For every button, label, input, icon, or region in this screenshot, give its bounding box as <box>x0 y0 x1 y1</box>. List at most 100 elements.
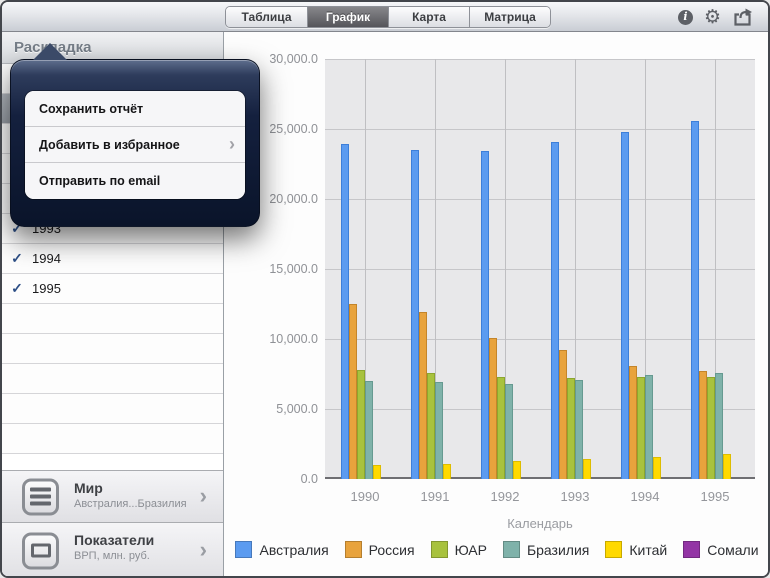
bar-Россия-1993 <box>559 350 567 479</box>
bar-Китай-1990 <box>373 465 381 479</box>
checkmark-icon: ✓ <box>11 250 23 266</box>
bar-chart-plot <box>325 59 755 479</box>
menu-item-label: Добавить в избранное <box>39 137 180 152</box>
tab-Таблица[interactable]: Таблица <box>226 7 307 27</box>
bar-Бразилия-1994 <box>645 375 653 479</box>
legend-item-Россия: Россия <box>344 541 415 558</box>
cell-subtitle: ВРП, млн. руб. <box>74 550 150 562</box>
x-tick-label: 1995 <box>700 489 730 504</box>
bar-ЮАР-1990 <box>357 370 365 479</box>
bar-ЮАР-1993 <box>567 378 575 479</box>
legend-swatch <box>605 541 623 558</box>
y-tick-label: 20,000.0 <box>269 192 318 206</box>
sidebar-cell-mir[interactable]: Мир Австралия...Бразилия › <box>2 470 223 522</box>
bar-Бразилия-1992 <box>505 384 513 479</box>
year-row-1994[interactable]: ✓ 1994 <box>2 244 223 274</box>
bar-Китай-1992 <box>513 461 521 479</box>
bar-ЮАР-1994 <box>637 377 645 479</box>
gridline-v <box>715 59 716 479</box>
gridline-h <box>325 409 755 410</box>
legend-label: Австралия <box>259 541 329 558</box>
popover-arrow <box>33 43 67 60</box>
gridline-v <box>435 59 436 479</box>
year-label: 1994 <box>32 251 61 266</box>
legend-label: Россия <box>368 541 415 558</box>
year-label: 1995 <box>32 281 61 296</box>
bar-Россия-1990 <box>349 304 357 479</box>
bar-Россия-1992 <box>489 338 497 479</box>
gridline-h <box>325 269 755 270</box>
bar-ЮАР-1991 <box>427 373 435 479</box>
bar-Австралия-1992 <box>481 151 489 479</box>
popover-menu: Сохранить отчёт Добавить в избранное › Отпр… <box>25 91 245 199</box>
bar-Бразилия-1990 <box>365 381 373 479</box>
bar-Австралия-1990 <box>341 144 349 479</box>
legend-swatch <box>235 541 253 558</box>
x-tick-label: 1990 <box>350 489 380 504</box>
bar-Китай-1994 <box>653 457 661 479</box>
bar-Россия-1991 <box>419 312 427 479</box>
menu-item-Отправить по email[interactable]: Отправить по email <box>25 163 245 199</box>
bar-ЮАР-1995 <box>707 377 715 479</box>
bar-ЮАР-1992 <box>497 377 505 479</box>
y-tick-label: 25,000.0 <box>269 122 318 136</box>
menu-item-label: Отправить по email <box>39 174 161 188</box>
toolbar-icons: i ⚙ <box>677 2 754 32</box>
bar-Россия-1995 <box>699 371 707 479</box>
info-icon[interactable]: i <box>677 9 693 25</box>
square-icon <box>22 532 59 569</box>
bar-Австралия-1993 <box>551 142 559 479</box>
bar-Россия-1994 <box>629 366 637 479</box>
y-tick-label: 30,000.0 <box>269 52 318 66</box>
year-row-empty[interactable] <box>2 304 223 334</box>
y-tick-label: 5,000.0 <box>276 402 318 416</box>
gear-icon[interactable]: ⚙ <box>703 5 721 28</box>
gridline-v <box>575 59 576 479</box>
tab-Матрица[interactable]: Матрица <box>469 7 550 27</box>
bar-Бразилия-1995 <box>715 373 723 479</box>
year-row-1995[interactable]: ✓ 1995 <box>2 274 223 304</box>
gridline-h <box>325 199 755 200</box>
gridline-h <box>325 479 755 480</box>
checkmark-icon: ✓ <box>11 280 23 296</box>
actions-popover: Сохранить отчёт Добавить в избранное › Отпр… <box>10 59 260 227</box>
gridline-h <box>325 339 755 340</box>
bar-Австралия-1994 <box>621 132 629 479</box>
tab-График[interactable]: График <box>307 7 388 27</box>
chevron-right-icon: › <box>199 482 207 508</box>
year-row-empty[interactable] <box>2 364 223 394</box>
x-tick-label: 1994 <box>630 489 660 504</box>
bar-Китай-1995 <box>723 454 731 479</box>
legend-item-Австралия: Австралия <box>235 541 329 558</box>
legend-swatch <box>683 541 701 558</box>
gridline-v <box>645 59 646 479</box>
legend-swatch <box>430 541 448 558</box>
cell-title: Мир <box>74 480 103 496</box>
gridline-v <box>365 59 366 479</box>
chevron-right-icon: › <box>199 536 207 562</box>
year-row-empty[interactable] <box>2 424 223 454</box>
y-tick-label: 10,000.0 <box>269 332 318 346</box>
menu-item-Сохранить отчёт[interactable]: Сохранить отчёт <box>25 91 245 127</box>
menu-item-label: Сохранить отчёт <box>39 101 144 116</box>
share-icon[interactable] <box>732 8 754 27</box>
top-toolbar: Таблица График Карта Матрица i ⚙ <box>2 2 768 32</box>
year-row-empty[interactable] <box>2 334 223 364</box>
menu-item-Добавить в избранное[interactable]: Добавить в избранное › <box>25 127 245 163</box>
bar-Бразилия-1993 <box>575 380 583 479</box>
gridline-h <box>325 59 755 60</box>
bar-Бразилия-1991 <box>435 382 443 479</box>
legend-item-Сомали: Сомали <box>683 541 759 558</box>
tab-Карта[interactable]: Карта <box>388 7 469 27</box>
list-icon <box>22 478 59 515</box>
chart-legend: Австралия Россия ЮАР Бразилия Китай Сомали <box>224 541 768 558</box>
legend-item-ЮАР: ЮАР <box>430 541 487 558</box>
legend-swatch <box>502 541 520 558</box>
sidebar-cell-pokazateli[interactable]: Показатели ВРП, млн. руб. › <box>2 522 223 576</box>
legend-label: ЮАР <box>454 541 487 558</box>
legend-swatch <box>344 541 362 558</box>
x-tick-label: 1992 <box>490 489 520 504</box>
year-row-empty[interactable] <box>2 394 223 424</box>
cell-title: Показатели <box>74 532 155 548</box>
